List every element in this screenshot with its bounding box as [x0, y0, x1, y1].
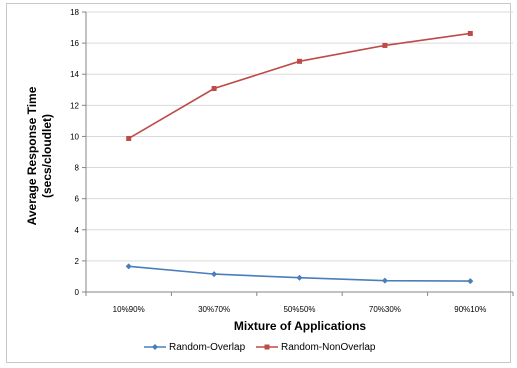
gridlines	[86, 11, 513, 262]
y-axis-title-line2: (secs/cloudlet)	[40, 114, 54, 198]
data-point-random-overlap-2	[296, 274, 303, 281]
axes	[82, 11, 514, 296]
data-point-random-nonoverlap-3	[382, 42, 388, 48]
data-point-random-overlap-3	[381, 277, 388, 284]
y-tick-label-2: 2	[75, 257, 80, 266]
legend-marker-random-nonoverlap	[264, 344, 270, 350]
data-point-random-nonoverlap-1	[211, 86, 217, 92]
x-tick-labels: 10%90% 30%70% 50%50% 70%30% 90%10%	[113, 305, 487, 314]
data-point-random-nonoverlap-4	[467, 30, 473, 36]
x-tick-label-0: 10%90%	[113, 305, 145, 314]
y-tick-label-14: 14	[70, 70, 79, 79]
legend-label-random-overlap: Random-Overlap	[169, 342, 246, 353]
data-point-random-overlap-1	[211, 271, 218, 278]
legend-label-random-nonoverlap: Random-NonOverlap	[281, 342, 376, 353]
x-tick-label-4: 90%10%	[454, 305, 486, 314]
x-tick-label-3: 70%30%	[369, 305, 401, 314]
legend-item-random-nonoverlap: Random-NonOverlap	[256, 342, 376, 353]
x-axis-title: Mixture of Applications	[234, 319, 367, 333]
data-point-random-nonoverlap-0	[126, 135, 132, 141]
y-tick-label-4: 4	[75, 226, 80, 235]
y-tick-label-0: 0	[75, 288, 80, 297]
data-point-random-nonoverlap-2	[297, 58, 302, 64]
y-tick-label-18: 18	[70, 8, 79, 17]
data-point-random-overlap-0	[125, 263, 132, 270]
y-tick-label-10: 10	[70, 132, 79, 141]
legend: Random-Overlap Random-NonOverlap	[144, 342, 376, 353]
y-tick-label-16: 16	[70, 39, 79, 48]
y-tick-label-6: 6	[75, 195, 80, 204]
series-line-random-nonoverlap	[128, 32, 471, 140]
series-lines	[125, 30, 474, 285]
y-axis-title-line1: Average Response Time	[25, 86, 39, 225]
y-tick-label-8: 8	[75, 164, 80, 173]
legend-marker-random-overlap	[152, 344, 158, 350]
x-tick-label-1: 30%70%	[198, 305, 230, 314]
data-point-random-overlap-4	[467, 278, 474, 285]
legend-item-random-overlap: Random-Overlap	[144, 342, 246, 353]
y-tick-label-12: 12	[70, 101, 79, 110]
x-tick-label-2: 50%50%	[283, 305, 315, 314]
y-tick-labels: 0 2 4 6 8 10 12 14 16 18	[70, 8, 79, 297]
chart-frame	[6, 3, 511, 363]
